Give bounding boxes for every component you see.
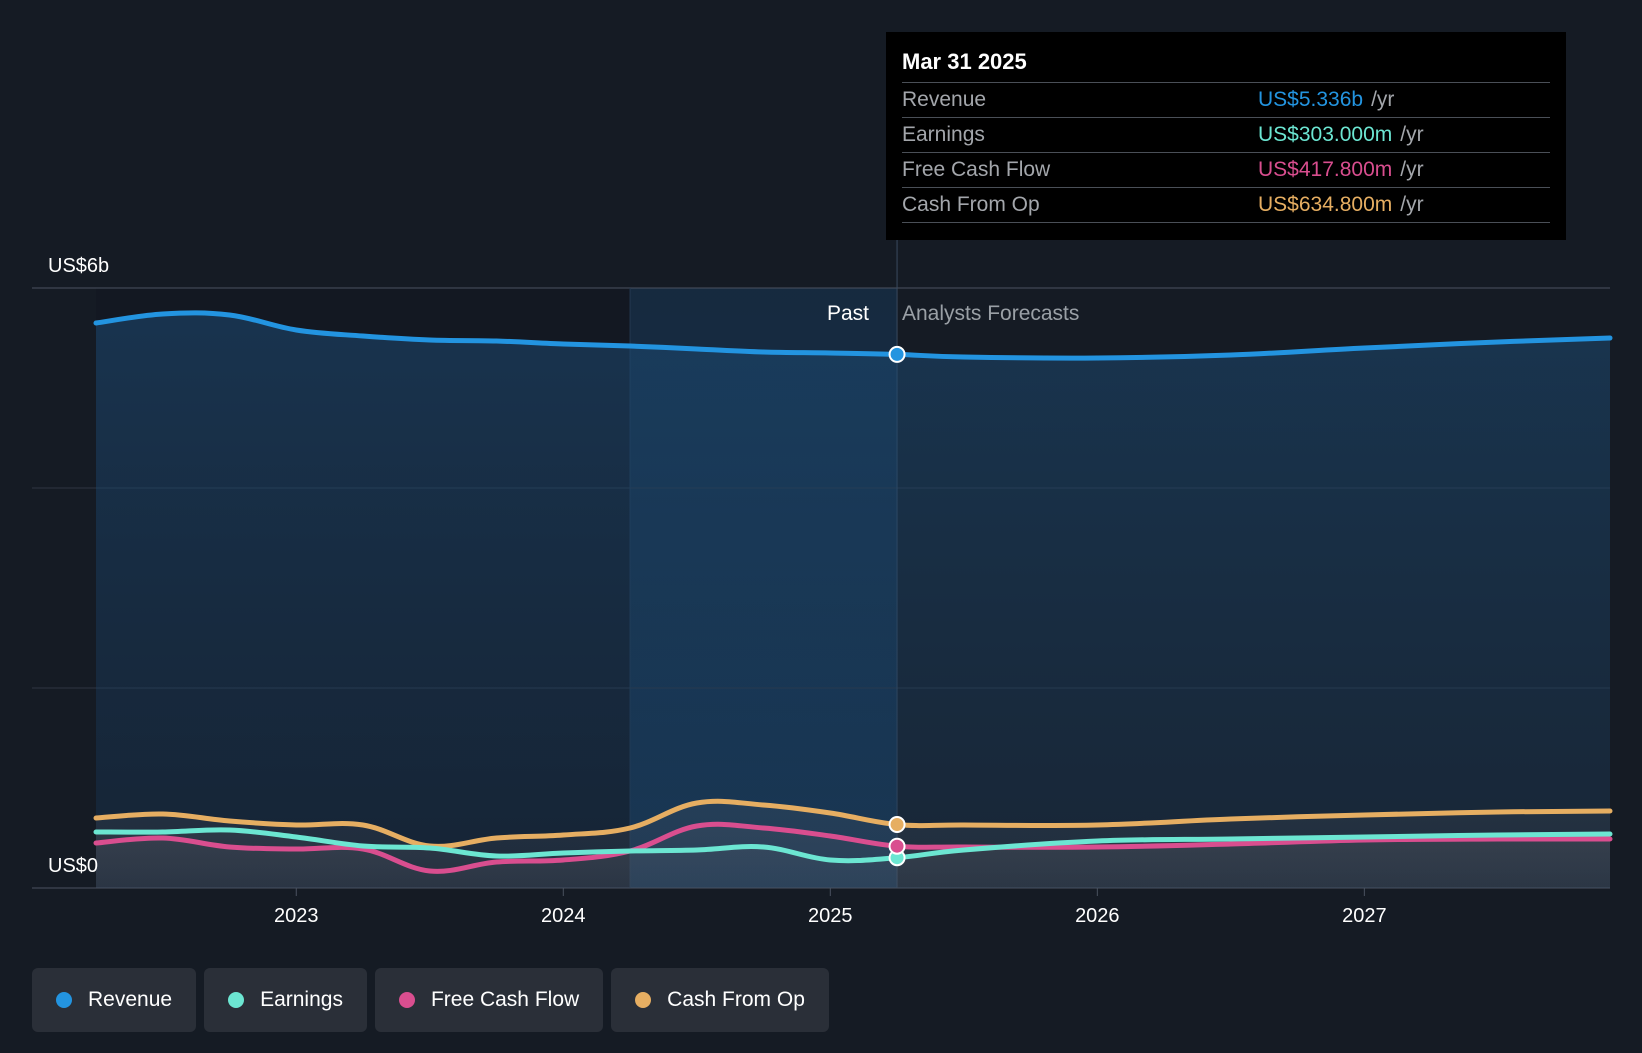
y-axis-bottom-label: US$0 (48, 855, 98, 877)
tooltip-date: Mar 31 2025 (902, 46, 1550, 83)
tooltip-unit: /yr (1400, 193, 1424, 216)
tooltip-label: Revenue (902, 88, 987, 111)
forecast-label: Analysts Forecasts (902, 302, 1079, 325)
legend-dot-icon (228, 992, 245, 1008)
tooltip-value: US$417.800m (1258, 158, 1393, 181)
tooltip-row-earnings: Earnings US$303.000m /yr (902, 118, 1550, 153)
tooltip-unit: /yr (1371, 88, 1395, 111)
legend-label: Revenue (88, 988, 173, 1011)
tooltip-label: Earnings (902, 123, 985, 146)
marker-free-cash-flow (888, 837, 906, 855)
series-markers (888, 345, 906, 867)
line-cash-from-op (93, 798, 1613, 849)
tooltip-label: Cash From Op (902, 193, 1040, 216)
x-tick-label: 2027 (1342, 905, 1387, 927)
line-earnings (93, 827, 1613, 864)
tooltip-value: US$5.336b (1258, 88, 1364, 111)
x-axis-ticks: 2023 2024 2025 2026 2027 (274, 888, 1387, 927)
legend-item-revenue[interactable]: Revenue (32, 968, 197, 1032)
chart-labels: US$6b US$0 Past Analysts Forecasts (48, 255, 1079, 877)
tooltip-value: US$634.800m (1258, 193, 1393, 216)
line-revenue (93, 310, 1613, 361)
y-axis-top-label: US$6b (48, 255, 109, 277)
tooltip-unit: /yr (1400, 158, 1424, 181)
tooltip-row-cash-from-op: Cash From Op US$634.800m /yr (902, 188, 1550, 223)
tooltip: Mar 31 2025 Revenue US$5.336b /yr Earnin… (886, 32, 1566, 240)
series-lines (93, 310, 1613, 874)
legend-label: Cash From Op (667, 988, 805, 1011)
x-tick-label: 2025 (808, 905, 853, 927)
tooltip-label: Free Cash Flow (902, 158, 1051, 181)
legend-label: Free Cash Flow (430, 988, 580, 1011)
marker-revenue (888, 345, 906, 363)
legend-dot-icon (56, 992, 72, 1008)
x-tick-label: 2026 (1075, 905, 1120, 927)
legend-dot-icon (398, 992, 415, 1008)
line-free-cash-flow (93, 821, 1613, 874)
legend-item-cash-from-op[interactable]: Cash From Op (611, 968, 829, 1032)
tooltip-value: US$303.000m (1258, 123, 1393, 146)
area-revenue (96, 312, 1610, 888)
tooltip-row-revenue: Revenue US$5.336b /yr (902, 83, 1550, 118)
past-label: Past (827, 302, 869, 325)
tooltip-unit: /yr (1400, 123, 1424, 146)
x-tick-label: 2023 (274, 905, 319, 927)
legend: Revenue Earnings Free Cash Flow Cash Fro… (32, 968, 829, 1032)
tooltip-row-free-cash-flow: Free Cash Flow US$417.800m /yr (902, 153, 1550, 188)
legend-dot-icon (635, 992, 652, 1008)
series-areas (96, 312, 1610, 888)
legend-item-earnings[interactable]: Earnings (204, 968, 367, 1032)
x-tick-label: 2024 (541, 905, 586, 927)
marker-cash-from-op (888, 816, 906, 833)
legend-label: Earnings (260, 988, 343, 1011)
legend-item-free-cash-flow[interactable]: Free Cash Flow (374, 968, 604, 1032)
